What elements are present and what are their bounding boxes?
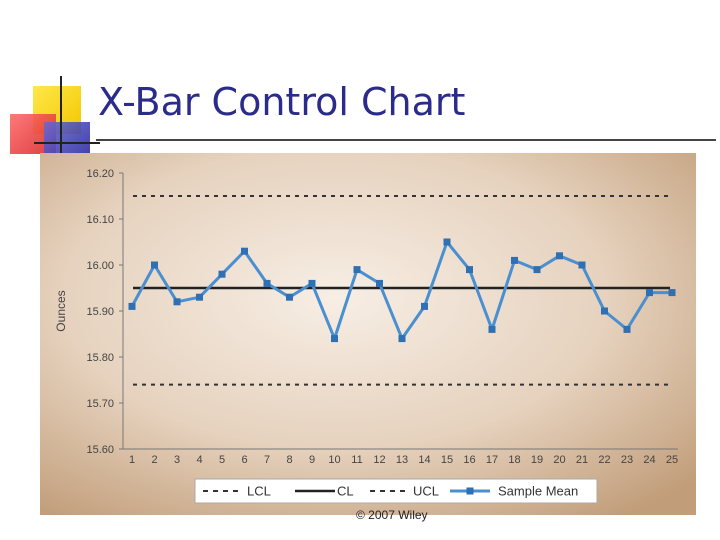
y-tick-label: 15.80 [86, 352, 114, 364]
legend-cl-label: CL [337, 484, 354, 499]
logo-blue-square [44, 122, 90, 158]
x-tick-label: 15 [441, 454, 453, 466]
sample-mean-point [196, 293, 203, 301]
y-tick-label: 15.70 [86, 398, 114, 410]
x-tick-label: 1 [129, 454, 135, 466]
sample-mean-point [263, 279, 271, 287]
sample-mean-point [331, 335, 338, 343]
logo-horizontal-line [34, 142, 100, 144]
sample-mean-point [533, 266, 541, 274]
sample-mean-point [421, 302, 428, 310]
legend-sample-mean-label: Sample Mean [498, 484, 578, 499]
sample-mean-point [376, 279, 383, 287]
sample-mean-point [601, 307, 608, 315]
title-underline [96, 139, 716, 141]
x-tick-label: 5 [219, 454, 225, 466]
sample-mean-point [466, 266, 473, 274]
slide-logo [0, 70, 110, 162]
x-tick-label: 19 [531, 454, 543, 466]
sample-mean-point [151, 261, 158, 269]
x-tick-label: 10 [328, 454, 340, 466]
sample-mean-point [398, 335, 406, 343]
sample-mean-point [488, 325, 496, 333]
copyright-text: © 2007 Wiley [356, 508, 428, 522]
sample-mean-point [646, 289, 653, 297]
legend-sample-mean-marker [466, 487, 474, 495]
x-tick-label: 16 [463, 454, 475, 466]
x-tick-label: 20 [553, 454, 565, 466]
sample-mean-point [128, 302, 136, 310]
x-tick-label: 14 [418, 454, 430, 466]
y-tick-label: 15.60 [86, 444, 114, 456]
sample-mean-point [511, 256, 518, 264]
x-tick-label: 24 [643, 454, 655, 466]
x-tick-label: 22 [598, 454, 610, 466]
sample-mean-point [286, 293, 293, 301]
sample-mean-point [353, 266, 361, 274]
sample-mean-point [668, 289, 676, 297]
sample-mean-point [578, 261, 586, 269]
x-tick-label: 17 [486, 454, 498, 466]
y-tick-label: 16.10 [86, 214, 114, 226]
x-tick-label: 6 [241, 454, 247, 466]
x-tick-label: 9 [309, 454, 315, 466]
sample-mean-point [218, 270, 226, 278]
x-tick-label: 21 [576, 454, 588, 466]
x-tick-label: 23 [621, 454, 633, 466]
x-tick-label: 2 [151, 454, 157, 466]
sample-mean-point [443, 238, 451, 246]
sample-mean-point [173, 298, 181, 306]
sample-mean-point [308, 279, 316, 287]
y-axis-title: Ounces [54, 290, 68, 331]
x-tick-label: 8 [286, 454, 292, 466]
chart-background [40, 153, 696, 515]
y-tick-label: 16.20 [86, 168, 114, 180]
x-tick-label: 18 [508, 454, 520, 466]
sample-mean-point [556, 252, 563, 260]
sample-mean-point [623, 325, 631, 333]
sample-mean-point [241, 247, 248, 255]
slide-title: X-Bar Control Chart [98, 80, 466, 124]
x-tick-label: 4 [196, 454, 202, 466]
x-tick-label: 11 [351, 454, 362, 466]
x-tick-label: 25 [666, 454, 678, 466]
y-tick-label: 16.00 [86, 260, 114, 272]
x-tick-label: 7 [264, 454, 270, 466]
logo-vertical-line [60, 76, 62, 162]
y-tick-label: 15.90 [86, 306, 114, 318]
x-tick-label: 3 [174, 454, 180, 466]
x-tick-label: 12 [373, 454, 385, 466]
legend-ucl-label: UCL [413, 484, 439, 499]
chart-panel: 15.60 15.70 15.80 15.90 16.00 16.10 16.20 1 2 3 4 5… [40, 153, 696, 515]
x-tick-label: 13 [396, 454, 408, 466]
legend-box [194, 478, 598, 504]
legend-lcl-label: LCL [247, 484, 271, 499]
